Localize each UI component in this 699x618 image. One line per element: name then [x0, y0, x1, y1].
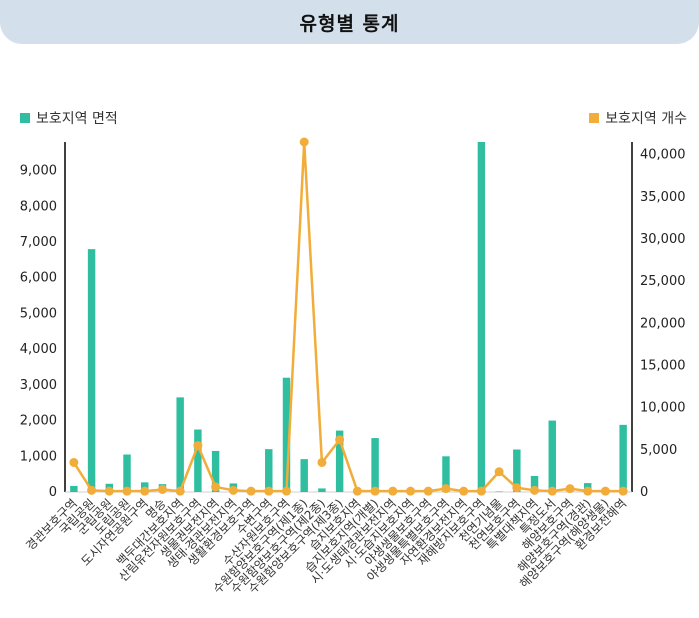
y-right-tick-label: 0	[640, 485, 648, 500]
count-point	[547, 486, 557, 496]
y-left-tick-label: 4,000	[20, 342, 57, 357]
area-bar	[371, 438, 379, 492]
y-right-tick-label: 15,000	[640, 358, 686, 373]
y-left-tick-label: 6,000	[20, 271, 57, 286]
y-right-tick-label: 35,000	[640, 190, 686, 205]
area-bar	[619, 424, 627, 492]
area-bar	[335, 430, 344, 492]
y-left-tick-label: 2,000	[20, 414, 57, 429]
count-point	[140, 486, 150, 496]
area-bar	[477, 142, 486, 492]
count-point	[317, 457, 327, 467]
count-point	[281, 486, 291, 496]
legend-count-label: 보호지역 개수	[605, 111, 687, 127]
area-bar	[318, 488, 326, 492]
title-banner: 유형별 통계	[0, 0, 699, 44]
area-bar	[513, 449, 521, 492]
area-bar	[548, 420, 556, 492]
area-bar	[211, 450, 220, 492]
count-point	[69, 457, 79, 467]
count-point	[441, 484, 451, 494]
count-point	[565, 484, 575, 494]
area-bar	[300, 459, 308, 492]
count-point	[228, 485, 238, 495]
count-point	[87, 485, 97, 495]
count-point	[600, 486, 610, 496]
y-right-tick-label: 20,000	[640, 316, 686, 331]
legend-area-swatch	[20, 113, 30, 123]
count-point	[122, 486, 132, 496]
count-line	[72, 140, 624, 493]
area-bar	[70, 485, 78, 492]
count-point	[618, 486, 628, 496]
area-bar	[495, 491, 503, 492]
y-right-tick-label: 40,000	[640, 148, 686, 163]
count-point	[211, 482, 221, 492]
count-point	[352, 486, 362, 496]
legend-area-label: 보호지역 면적	[36, 111, 118, 127]
count-point	[370, 486, 380, 496]
area-bar	[530, 475, 539, 492]
area-bar	[176, 397, 184, 492]
y-left-tick-label: 0	[49, 485, 57, 500]
y-right-tick-label: 5,000	[640, 443, 677, 458]
area-bar	[194, 429, 202, 492]
count-point	[494, 467, 504, 477]
y-right-tick-label: 30,000	[640, 232, 686, 247]
count-point	[246, 486, 256, 496]
legend-count: 보호지역 개수	[589, 108, 687, 128]
count-point	[175, 486, 185, 496]
area-bar	[265, 449, 273, 492]
count-point	[406, 486, 416, 496]
count-point	[476, 486, 486, 496]
y-left-tick-label: 7,000	[20, 235, 57, 250]
count-point	[104, 486, 114, 496]
area-bar	[282, 377, 291, 492]
count-point	[583, 486, 593, 496]
count-point	[299, 137, 309, 147]
count-point	[459, 486, 469, 496]
count-point	[423, 486, 433, 496]
legend-area: 보호지역 면적	[20, 108, 118, 128]
count-point	[388, 486, 398, 496]
page-title: 유형별 통계	[299, 12, 400, 35]
y-right-tick-label: 10,000	[640, 401, 686, 416]
count-point	[530, 485, 540, 495]
count-point	[512, 483, 522, 493]
count-point	[157, 484, 167, 494]
y-left-tick-label: 9,000	[20, 164, 57, 179]
legend-count-swatch	[589, 113, 600, 123]
y-left-tick-label: 3,000	[20, 378, 57, 393]
count-point	[264, 486, 274, 496]
area-bar	[87, 249, 96, 492]
y-right-tick-label: 25,000	[640, 274, 686, 289]
y-left-tick-label: 5,000	[20, 306, 57, 321]
y-left-tick-label: 1,000	[20, 449, 57, 464]
y-left-tick-label: 8,000	[20, 199, 57, 214]
count-point	[193, 441, 203, 451]
area-bar	[123, 454, 131, 492]
count-point	[335, 435, 345, 445]
area-bar	[442, 456, 450, 492]
